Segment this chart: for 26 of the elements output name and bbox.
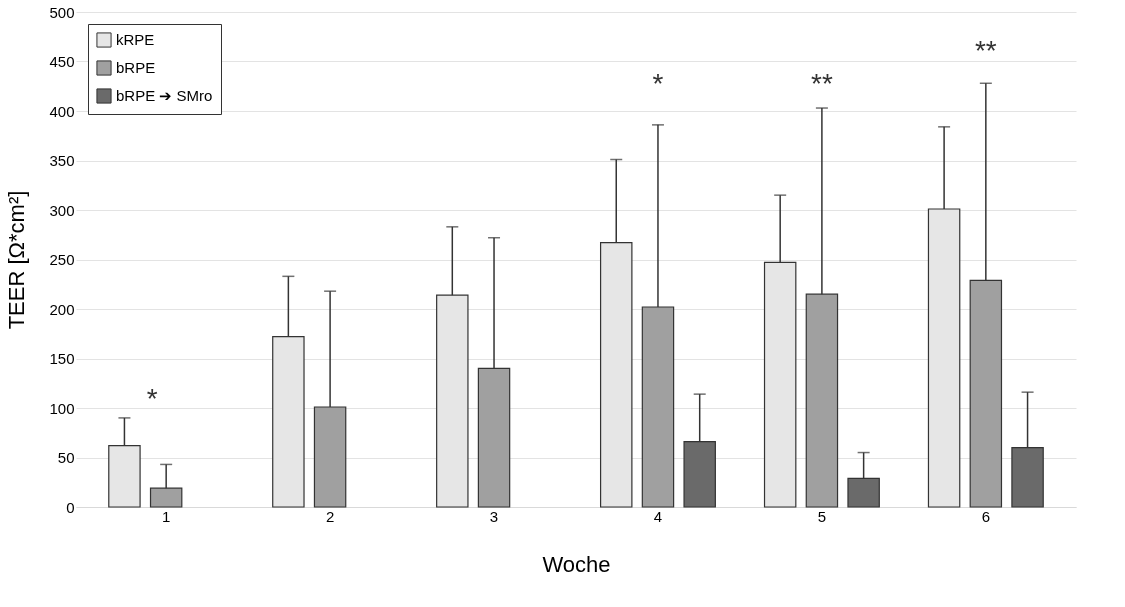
- x-tick-label: 6: [981, 507, 991, 525]
- y-tick-label: 350: [49, 152, 75, 169]
- annotation: *: [146, 383, 158, 414]
- legend-label: bRPE: [116, 59, 156, 76]
- y-tick-label: 500: [49, 3, 75, 21]
- annotation: **: [811, 68, 833, 99]
- x-tick-label: 5: [817, 507, 827, 525]
- x-tick-label: 1: [161, 507, 171, 525]
- legend-label: kRPE: [116, 31, 155, 48]
- y-tick-label: 450: [49, 53, 75, 70]
- legend-label: bRPE ➔ SMro: [116, 87, 213, 104]
- x-tick-label: 3: [489, 507, 499, 525]
- y-tick-label: 100: [49, 399, 75, 417]
- y-axis-title: TEER [Ω*cm²]: [4, 190, 30, 330]
- y-tick-label: 200: [49, 300, 75, 318]
- annotation: **: [974, 35, 997, 66]
- y-tick-label: 0: [66, 498, 75, 516]
- y-tick-label: 300: [49, 201, 75, 219]
- annotation: *: [652, 68, 664, 99]
- x-tick-label: 2: [325, 507, 335, 525]
- y-tick-label: 50: [57, 449, 75, 466]
- y-tick-label: 400: [49, 102, 75, 120]
- y-tick-label: 250: [49, 251, 75, 268]
- y-tick-label: 150: [49, 350, 75, 367]
- x-tick-label: 4: [653, 507, 663, 525]
- x-axis-title: Woche: [542, 551, 611, 577]
